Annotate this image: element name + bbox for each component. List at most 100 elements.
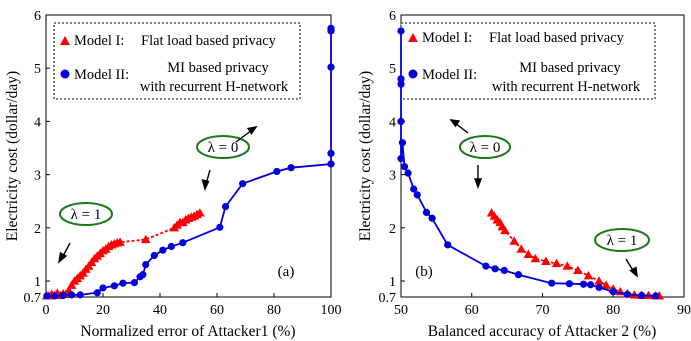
panel-b-x-axis-label: Balanced accuracy of Attacker 2 (%) [428,323,657,340]
panel-b-legend-model2-label: Model II: [422,67,477,83]
data-point-circle [239,180,247,188]
data-point-triangle [66,280,77,289]
y-tick-label: 2 [389,222,396,237]
data-point-circle [68,291,76,299]
panel-b-arrow-lambda1-head [629,266,638,278]
y-tick-label: 3 [34,169,41,184]
panel-b-lambda0-label: λ = 0 [470,140,501,156]
data-point-triangle [551,258,562,268]
panel-b-legend-circle-marker [408,69,418,79]
x-tick-label: 50 [394,303,408,318]
x-tick-label: 0 [43,303,50,318]
panel-b-series-model2 [397,27,660,300]
data-point-circle [410,185,418,193]
panel-a-x-ticks: 0 20 40 60 80 100 [43,293,342,318]
panel-b-arrow-down-head [473,178,483,189]
panel-a-arrow-lambda0-head [201,179,210,192]
panel-a-lambda0-label: λ = 0 [208,140,239,156]
data-point-circle [587,281,595,289]
data-point-circle [428,214,436,222]
data-point-triangle [530,253,541,263]
panel-b-legend-model2-desc-line1: MI based privacy [519,60,621,76]
data-point-circle [652,292,660,300]
data-point-circle [397,75,405,83]
panel-a-legend-model1-desc: Flat load based privacy [141,33,277,49]
data-point-circle [400,163,409,171]
data-point-circle [595,283,603,292]
data-point-circle [216,223,224,231]
y-tick-label: 0.7 [24,291,42,306]
panel-b-lambda1-ellipse [594,228,650,252]
y-tick-label: 1 [389,275,396,290]
y-tick-label: 4 [34,115,41,130]
x-tick-label: 80 [606,303,620,318]
data-point-circle [397,117,405,126]
x-tick-label: 60 [210,303,224,318]
panel-a-lambda1-ellipse [59,202,113,226]
panel-b-legend: Model I: Flat load based privacy Model I… [400,22,656,100]
data-point-triangle [140,234,151,244]
panel-b-y-ticks: 0.71 2 3 4 5 6 [379,9,405,306]
panel-a-legend-model1-label: Model I: [74,33,124,49]
data-point-circle [130,279,138,287]
data-point-circle [514,271,523,279]
data-point-circle [179,239,187,247]
panel-b-lambda1-label: λ = 1 [607,233,638,249]
data-point-circle [119,279,127,287]
y-tick-label: 5 [34,62,41,77]
panel-b-series-model1 [486,208,665,300]
panel-b-label: (b) [415,264,433,280]
panel-b-y-axis-label: Electricity cost (dollar/day) [357,71,374,241]
panel-a-arrow-up-head [246,125,258,135]
data-point-circle [397,27,405,35]
data-point-circle [579,280,588,288]
panel-b-x-ticks: 50 60 70 80 90 [394,293,691,318]
data-point-circle [99,284,107,292]
data-point-circle [565,280,573,288]
data-point-circle [327,160,335,168]
data-point-circle [273,167,281,176]
data-point-circle [167,242,175,251]
panel-a-legend-circle-marker [60,69,70,79]
data-point-circle [444,241,452,249]
x-tick-label: 90 [677,303,691,318]
data-point-circle [327,24,335,32]
panel-a-legend-box [53,22,301,100]
panel-a-legend-model2-desc-line1: MI based privacy [167,60,269,76]
data-point-circle [327,63,335,71]
data-point-circle [93,289,101,297]
data-point-circle [491,265,499,273]
panel-b-legend-model2-desc-line2: with recurrent H-network [492,79,641,95]
data-point-circle [43,292,51,300]
x-tick-label: 100 [321,303,342,318]
panel-a-legend-model2-label: Model II: [74,67,129,83]
panel-a-lambda1-label: λ = 1 [71,207,102,223]
y-tick-label: 6 [389,9,396,24]
series-line [46,28,332,297]
panel-a-legend-triangle-marker [60,36,70,45]
data-point-circle [404,169,412,177]
data-point-circle [76,291,84,299]
data-point-triangle [583,270,594,280]
panel-b-legend-model1-desc: Flat load based privacy [489,30,625,46]
data-point-circle [397,155,405,163]
data-point-triangle [516,244,527,253]
data-point-circle [609,288,617,296]
panel-a-series-model2 [43,24,335,300]
data-point-triangle [601,280,611,289]
data-point-circle [221,202,230,211]
data-point-circle [142,260,150,269]
data-point-triangle [195,208,205,217]
y-tick-label: 4 [389,115,396,130]
data-point-triangle [562,261,573,270]
panel-a-x-axis-label: Normalized error of Attacker1 (%) [80,323,295,340]
y-tick-label: 2 [34,222,41,237]
data-point-circle [50,292,59,300]
data-point-triangle [541,256,551,265]
panel-a-y-axis-label: Electricity cost (dollar/day) [4,71,21,241]
panel-b-arrow-up-left-head [449,119,461,128]
data-point-circle [500,266,508,274]
data-point-circle [327,149,335,157]
x-tick-label: 70 [536,303,550,318]
y-tick-label: 5 [389,62,396,77]
